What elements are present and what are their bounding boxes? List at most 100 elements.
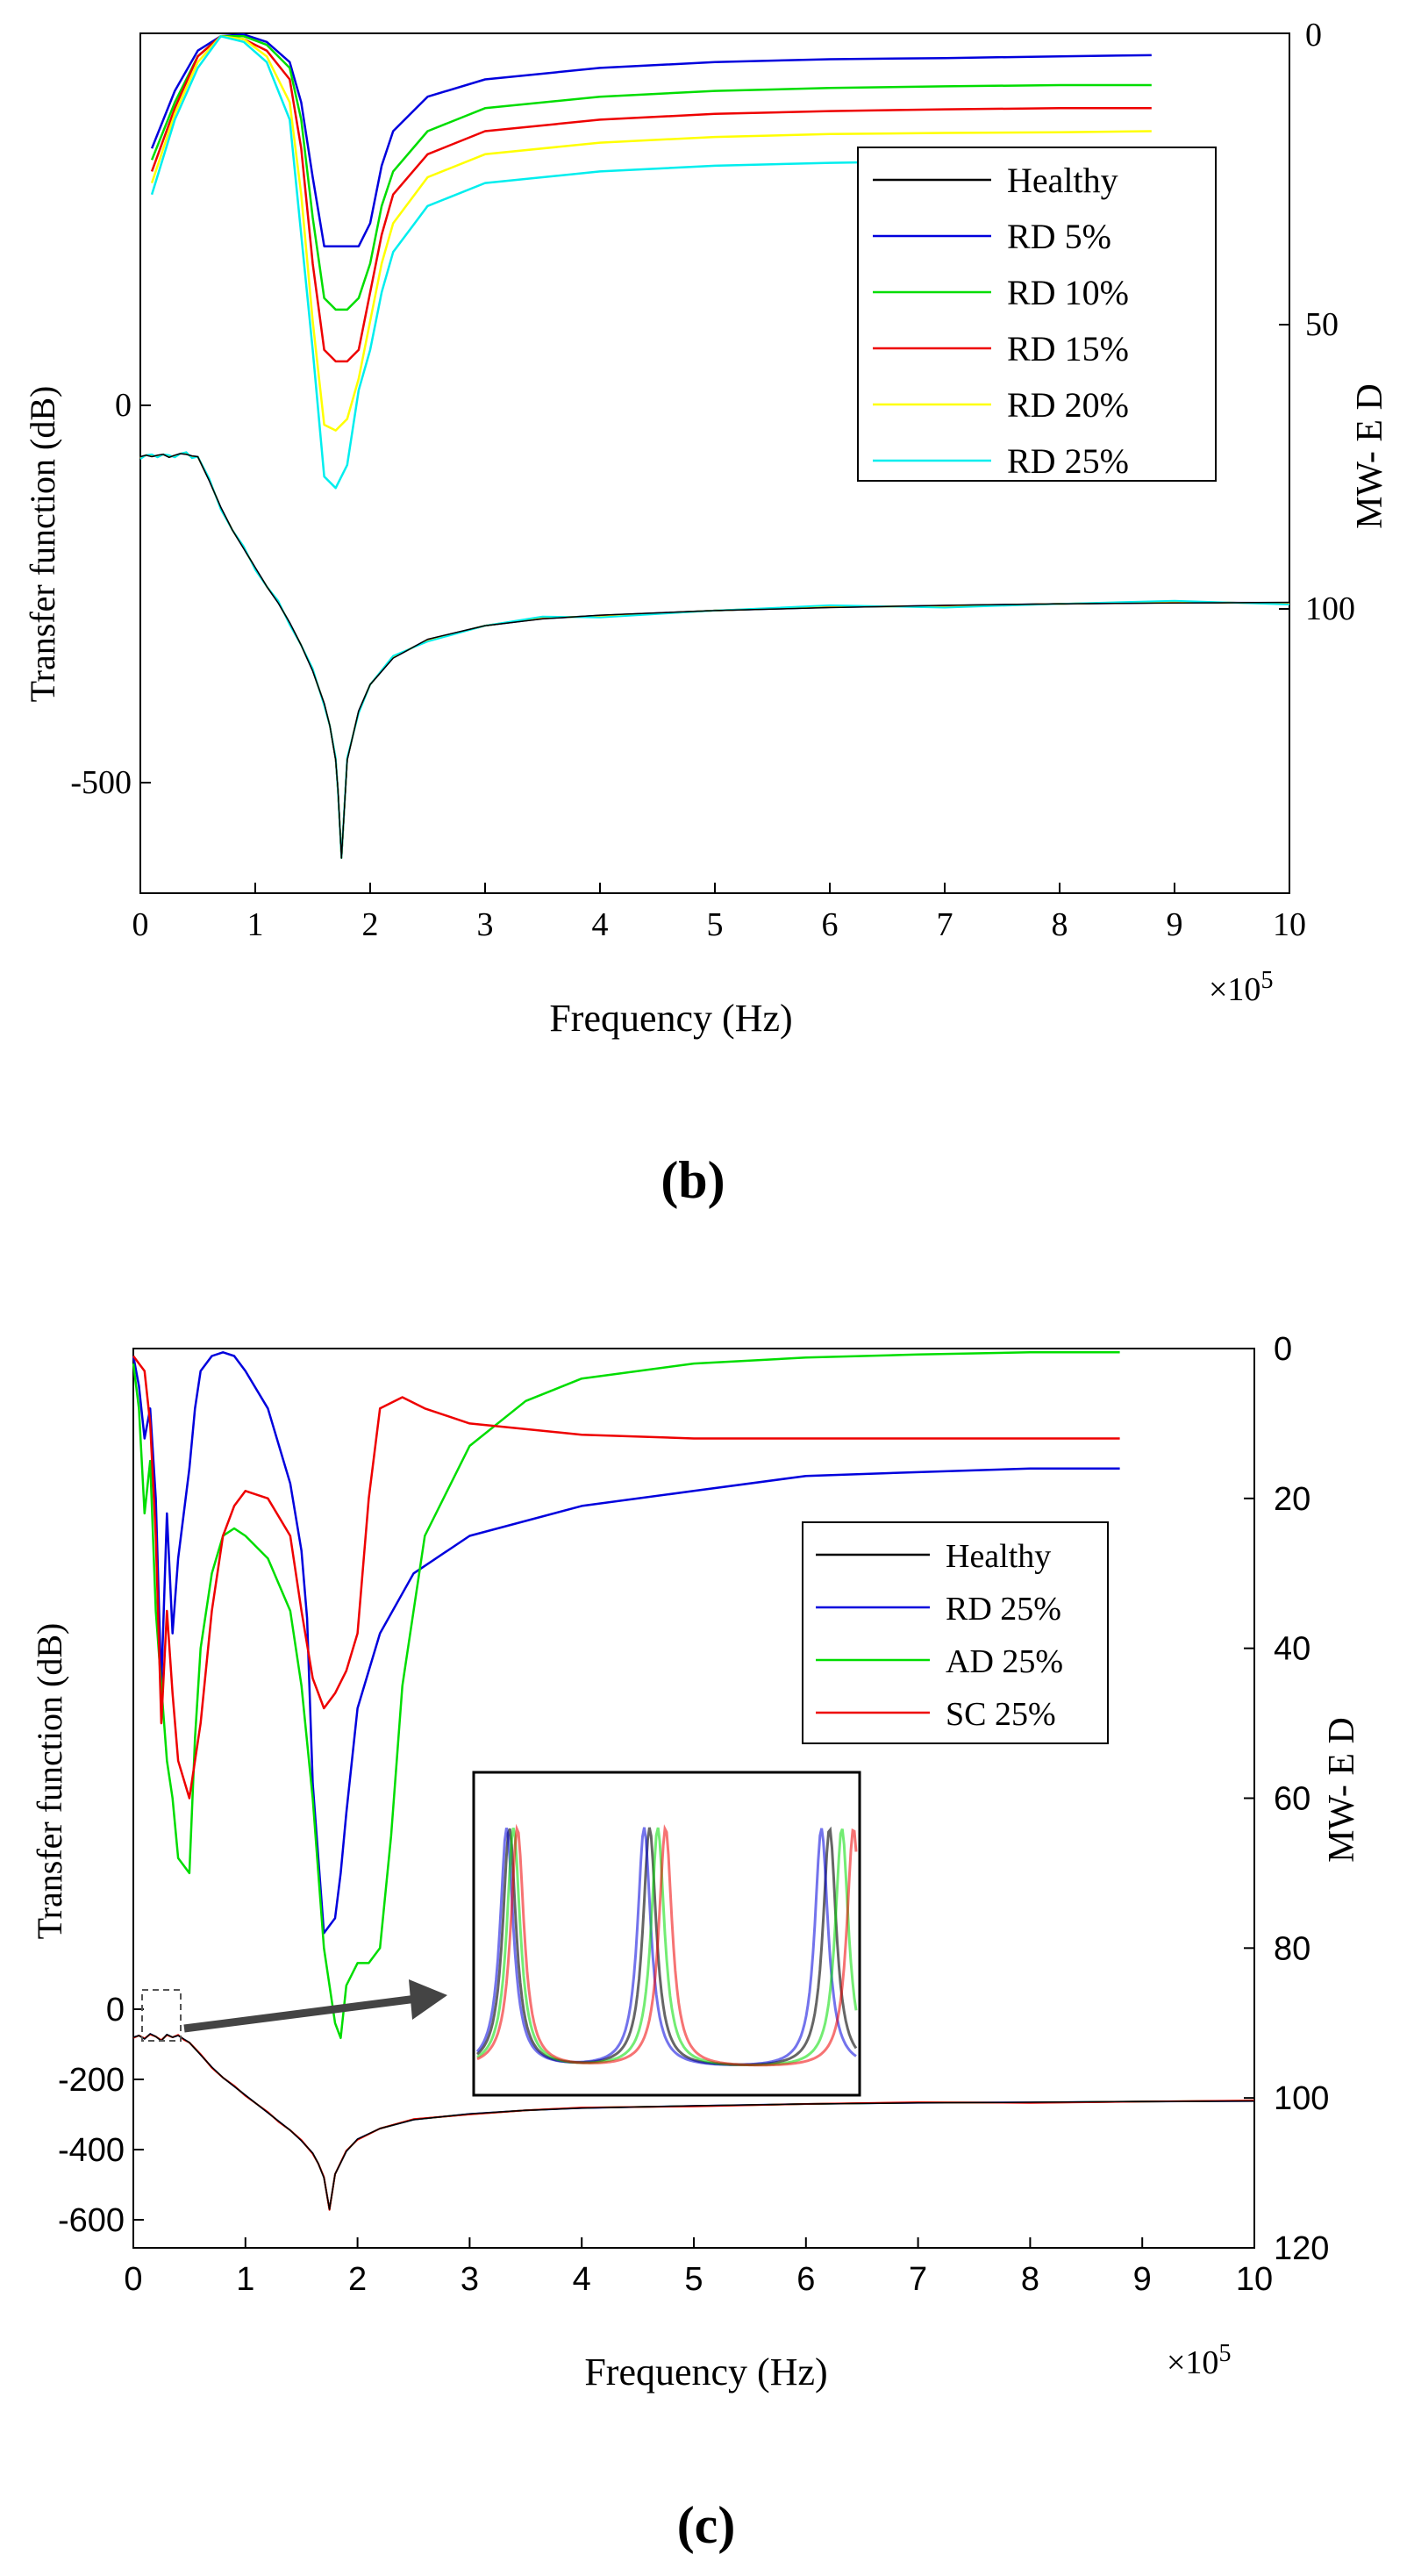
panel-c-inset: [472, 1771, 861, 2097]
panel-b-left-tick-neg500: -500: [70, 764, 132, 801]
legend-label-RD-25%: RD 25%: [1007, 441, 1129, 481]
tf-line-RD-15%: [139, 452, 1290, 859]
legend-label-RD-20%: RD 20%: [1007, 385, 1129, 425]
x-tick-label-0: 0: [132, 906, 149, 943]
legend-label-RD-5%: RD 5%: [1007, 217, 1111, 256]
panel-c-legend-items: Healthy RD 25% AD 25% SC 25%: [816, 1538, 1063, 1733]
tf-line-healthy: [132, 2033, 1255, 2210]
legend-label-Healthy: Healthy: [946, 1538, 1051, 1575]
tf-line-RD-5%: [139, 453, 1290, 859]
x-tick-label-1: 1: [247, 906, 264, 943]
legend-label-SC-25%: SC 25%: [946, 1696, 1056, 1733]
panel-c-right-tick-0: 0: [1274, 1331, 1292, 1368]
x-tick-label-4: 4: [592, 906, 609, 943]
x-tick-label-2: 2: [362, 906, 379, 943]
panel-c-x-exponent-power: 5: [1218, 2340, 1231, 2367]
inset-line-SC-25%: [476, 1823, 858, 2067]
panel-b-x-exponent-base: ×10: [1209, 971, 1260, 1008]
panel-c-right-tick-80: 80: [1274, 1930, 1310, 1967]
panel-c-caption: (c): [677, 2496, 736, 2554]
panel-c-legend: Healthy RD 25% AD 25% SC 25%: [802, 1521, 1109, 1744]
panel-c-legend-box: [802, 1521, 1109, 1744]
panel-b-left-tick-0: 0: [115, 387, 132, 424]
panel-c-mwed-lines: [132, 1351, 1120, 2040]
panel-b-y-right-label: MW- E D: [1350, 383, 1390, 529]
ed-line-AD-25%: [132, 1351, 1120, 2040]
panel-c-right-ticks: 0 20 40 60 80 100 120: [1244, 1331, 1329, 2267]
x-tick-label-8: 8: [1021, 2261, 1039, 2298]
x-tick-label-6: 6: [822, 906, 839, 943]
panel-b-y-left-label: Transfer function (dB): [23, 386, 62, 703]
x-tick-label-7: 7: [937, 906, 953, 943]
panel-c-zoom-arrow-shaft: [183, 1994, 418, 2033]
panel-b-mwed-lines: [150, 33, 1152, 490]
x-tick-label-1: 1: [236, 2261, 254, 2298]
x-tick-label-3: 3: [461, 2261, 479, 2298]
panel-c-zoom-region-marker: [141, 1989, 182, 2042]
x-tick-label-3: 3: [477, 906, 494, 943]
legend-label-Healthy: Healthy: [1007, 161, 1118, 200]
panel-c-right-tick-40: 40: [1274, 1631, 1310, 1668]
x-tick-label-5: 5: [684, 2261, 703, 2298]
panel-c-zoom-arrow-head: [409, 1979, 447, 2020]
ed-line-SC-25%: [132, 1355, 1120, 1800]
panel-b-caption: (b): [661, 1151, 725, 1209]
panel-b-x-label: Frequency (Hz): [549, 997, 792, 1040]
panel-c-left-tick-neg600: -600: [58, 2202, 125, 2239]
legend-label-RD-15%: RD 15%: [1007, 329, 1129, 369]
x-tick-label-6: 6: [796, 2261, 815, 2298]
inset-line-Healthy: [476, 1826, 858, 2066]
ed-line-RD-10%: [150, 35, 1152, 311]
x-tick-label-8: 8: [1052, 906, 1068, 943]
ed-line-RD-5%: [150, 33, 1152, 247]
tf-line-healthy: [139, 453, 1290, 859]
tf-line-RD-10%: [139, 452, 1290, 859]
panel-c-x-label: Frequency (Hz): [584, 2351, 827, 2394]
panel-c-chart: 0 1 2 3 4 5 6 7 8 9 10 0 -200 -400 -600 0 20 40 60 80 1…: [30, 1331, 1362, 2554]
x-tick-label-9: 9: [1133, 2261, 1152, 2298]
x-tick-label-7: 7: [909, 2261, 927, 2298]
panel-c-y-right-label: MW- E D: [1322, 1717, 1362, 1863]
panel-b-x-ticks: 0 1 2 3 4 5 6 7 8 9 10: [132, 883, 1306, 943]
panel-c-left-tick-neg400: -400: [58, 2132, 125, 2169]
panel-b-legend-box: [857, 147, 1217, 482]
x-tick-label-9: 9: [1167, 906, 1183, 943]
panel-b-right-tick-100: 100: [1305, 590, 1355, 627]
x-tick-label-10: 10: [1273, 906, 1306, 943]
panel-b-chart: 0 1 2 3 4 5 6 7 8 9 10 0 -500 0 50 100 Transfer fu…: [23, 17, 1390, 1209]
tf-line-RD-20%: [139, 451, 1290, 859]
panel-c-x-ticks: 0 1 2 3 4 5 6 7 8 9 10: [124, 2237, 1273, 2298]
panel-b-transfer-function-lines: [139, 451, 1290, 859]
legend-label-AD-25%: AD 25%: [946, 1643, 1063, 1680]
ed-line-RD-25%: [132, 1351, 1120, 1935]
panel-b-legend-items: Healthy RD 5% RD 10% RD 15% RD 20% RD 25%: [873, 161, 1129, 481]
x-tick-label-0: 0: [124, 2261, 142, 2298]
panel-b-right-tick-0: 0: [1305, 17, 1322, 54]
panel-c-right-tick-60: 60: [1274, 1781, 1310, 1818]
panel-c-right-tick-20: 20: [1274, 1481, 1310, 1518]
panel-c-inset-lines: [475, 1823, 858, 2067]
panel-c-right-tick-100: 100: [1274, 2080, 1329, 2117]
panel-c-x-exponent: ×105: [1167, 2340, 1231, 2381]
panel-b-right-tick-50: 50: [1305, 306, 1339, 343]
panel-c-zoom-arrow: [183, 1979, 447, 2033]
x-tick-label-10: 10: [1236, 2261, 1273, 2298]
tf-line-RD-25%: [139, 451, 1290, 859]
panel-b-x-exponent-power: 5: [1260, 967, 1273, 994]
ed-line-RD-25%: [150, 35, 1152, 490]
inset-line-RD-25%: [475, 1827, 857, 2066]
legend-label-RD-10%: RD 10%: [1007, 273, 1129, 312]
x-tick-label-5: 5: [707, 906, 724, 943]
x-tick-label-4: 4: [573, 2261, 591, 2298]
panel-b-x-exponent: ×105: [1209, 967, 1273, 1008]
panel-c-left-tick-0: 0: [106, 1992, 125, 2029]
panel-c-x-exponent-base: ×10: [1167, 2344, 1218, 2381]
panel-c-right-tick-120: 120: [1274, 2230, 1329, 2267]
ed-line-RD-20%: [150, 35, 1152, 432]
panel-c-y-left-label: Transfer function (dB): [30, 1623, 69, 1940]
panel-c-transfer-function-lines: [132, 2033, 1255, 2211]
panel-c-left-tick-neg200: -200: [58, 2062, 125, 2099]
legend-label-RD-25%: RD 25%: [946, 1591, 1061, 1628]
inset-line-AD-25%: [476, 1827, 858, 2066]
